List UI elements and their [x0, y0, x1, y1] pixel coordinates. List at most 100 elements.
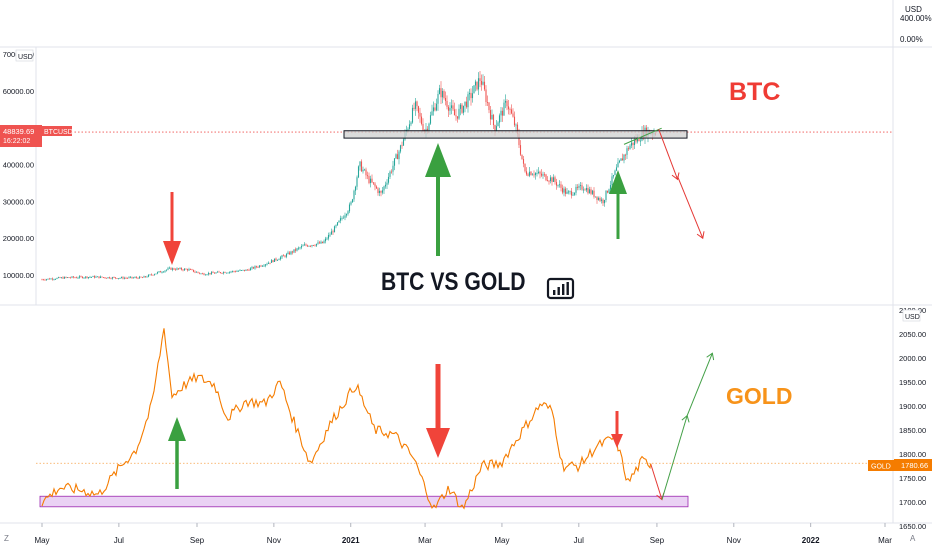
btc-candle	[83, 277, 85, 279]
btc-candle	[51, 278, 54, 280]
btc-candle	[209, 273, 211, 274]
btc-candle	[507, 106, 510, 110]
btc-annotations	[36, 127, 893, 240]
btc-candle	[170, 267, 172, 270]
btc-candle	[323, 241, 325, 244]
btc-candle	[522, 159, 525, 164]
btc-candle	[108, 277, 111, 279]
btc-candle	[74, 277, 76, 279]
btc-candle	[305, 244, 307, 246]
btc-candle	[236, 271, 238, 272]
btc-candle	[311, 245, 313, 246]
btc-candle	[132, 277, 135, 279]
btc-candle	[278, 259, 280, 261]
btc-candle	[386, 182, 388, 185]
btc-candle	[224, 272, 226, 273]
btc-candle	[308, 245, 310, 247]
btc-candle	[117, 278, 120, 280]
btc-candle	[348, 204, 351, 212]
btc-projection-segment	[658, 129, 679, 180]
zoom-z-button[interactable]: Z	[4, 534, 9, 543]
btc-candle	[479, 78, 481, 81]
btc-candle	[218, 271, 220, 273]
btc-candle	[363, 169, 366, 171]
btc-candle	[260, 265, 262, 267]
btc-candle	[303, 244, 306, 246]
btc-candle	[416, 101, 418, 107]
btc-candle	[116, 278, 118, 279]
btc-candle	[438, 88, 441, 95]
btc-candle	[417, 106, 420, 113]
btc-candle	[134, 277, 136, 279]
btc-candle	[609, 185, 612, 190]
btc-y-tick-label: 10000.00	[3, 271, 34, 280]
btc-candle	[605, 190, 607, 201]
btc-candle	[374, 183, 376, 187]
btc-candle	[539, 171, 541, 174]
gold-down-arrow-icon	[426, 364, 450, 458]
btc-candle	[84, 276, 87, 278]
btc-candle	[446, 100, 448, 107]
btc-candle	[564, 188, 567, 194]
btc-candle	[92, 276, 94, 277]
btc-candle	[492, 114, 495, 126]
btc-candle	[173, 268, 175, 270]
gold-y-tick-label: 2050.00	[899, 330, 926, 339]
btc-candle	[270, 260, 273, 263]
btc-candle	[297, 247, 300, 249]
btc-candle	[498, 115, 501, 123]
btc-candle	[411, 107, 414, 123]
btc-candle	[518, 133, 520, 146]
btc-candle	[570, 191, 573, 196]
btc-candle	[399, 145, 402, 152]
auto-scale-button[interactable]: A	[910, 534, 916, 543]
btc-currency-label: USD	[18, 54, 33, 61]
btc-candle	[131, 276, 133, 278]
gold-projection-arrowhead	[706, 352, 715, 361]
btc-candle	[242, 269, 244, 271]
btc-candle	[53, 279, 55, 281]
x-tick-label: Sep	[190, 536, 205, 545]
btc-instrument-tag-bg	[42, 126, 72, 136]
x-tick-label: Jul	[114, 536, 124, 545]
btc-candle	[120, 277, 123, 279]
btc-candle	[354, 186, 357, 191]
btc-candle	[287, 252, 289, 254]
btc-candle	[72, 276, 75, 278]
marker-arrows	[163, 143, 627, 489]
btc-candle	[456, 116, 459, 119]
btc-candle	[60, 277, 63, 279]
btc-candle	[284, 255, 286, 257]
btc-candle	[314, 245, 316, 247]
btc-candle	[113, 277, 115, 279]
btc-candle	[485, 89, 487, 103]
btc-candle	[219, 272, 222, 274]
btc-candle	[129, 276, 132, 278]
btc-candle	[576, 186, 579, 188]
btc-candle	[102, 277, 105, 279]
btc-candle	[381, 190, 384, 193]
btc-candle	[461, 104, 463, 113]
btc-candle	[198, 272, 201, 274]
btc-candle	[192, 269, 195, 272]
btc-candle	[99, 276, 102, 278]
btc-candle	[176, 268, 178, 270]
btc-candle	[119, 278, 121, 279]
btc-candle	[162, 271, 165, 273]
btc-candle	[584, 189, 586, 191]
btc-candle	[500, 110, 502, 116]
gold-down-arrow-icon	[611, 411, 623, 448]
btc-candle	[459, 104, 462, 109]
btc-candle	[186, 269, 189, 271]
btc-candle	[612, 175, 615, 177]
btc-candle	[597, 197, 600, 200]
btc-candle	[531, 174, 534, 176]
btc-up-arrow-icon	[609, 170, 627, 239]
btc-candle	[185, 268, 187, 270]
gold-y-tick-label: 1800.00	[899, 450, 926, 459]
btc-candle	[87, 277, 90, 278]
btc-candle	[560, 184, 562, 188]
btc-candle	[594, 196, 597, 198]
btc-candle	[300, 246, 303, 248]
x-tick-label: May	[34, 536, 49, 545]
